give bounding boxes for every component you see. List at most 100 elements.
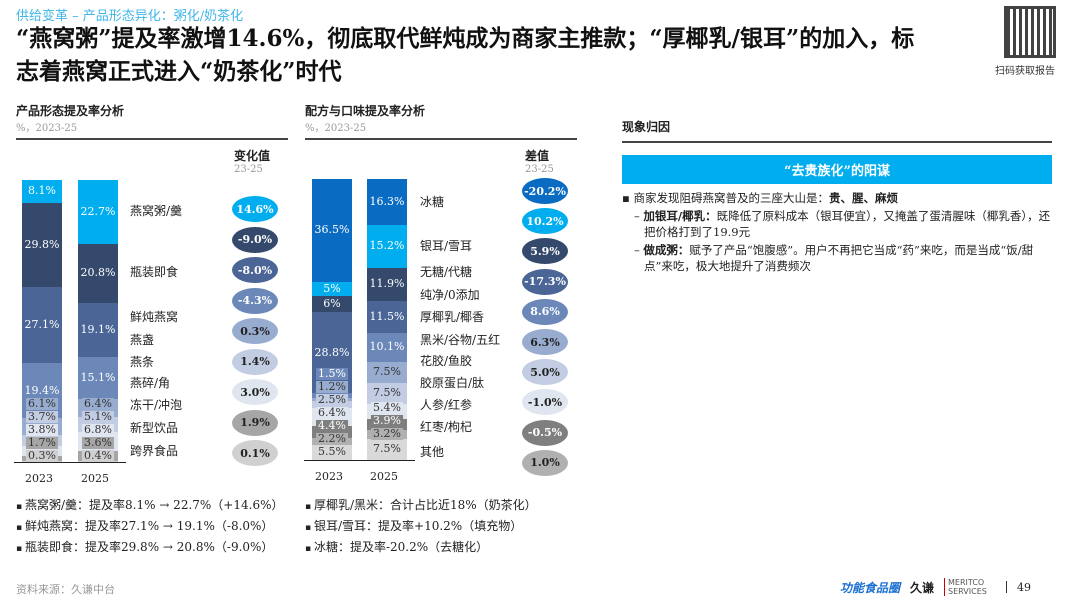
legend-label: 燕窝粥/羹 xyxy=(130,204,183,218)
diff-ellipse: 1.9% xyxy=(232,409,278,436)
legend-label: 厚椰乳/椰香 xyxy=(420,310,485,324)
baseline xyxy=(304,460,415,461)
note: 厚椰乳/黑米：合计占比近18%（奶茶化） xyxy=(305,496,537,517)
bar-value-label: 6.4% xyxy=(82,397,114,410)
diff-ellipse: 8.6% xyxy=(522,298,568,325)
chart-left-diff-sub: 23-25 xyxy=(234,164,263,175)
page-title: “燕窝粥”提及率激增14.6%，彻底取代鲜炖成为商家主推款；“厚椰乳/银耳”的加… xyxy=(16,25,915,85)
legend-label: 花胶/鱼胶 xyxy=(420,354,473,368)
footer: 功能食品圈 久谦 MERITCO SERVICES 49 xyxy=(840,578,1031,596)
finding-sub-text: 赋予了产品“饱腹感”。用户不再把它当成“药”来吃，而是当成“饭/甜点”来吃，极大… xyxy=(644,243,1034,273)
legend-label: 红枣/枸杞 xyxy=(420,420,473,434)
findings-banner: “去贵族化”的阳谋 xyxy=(622,155,1052,184)
notes-right: 厚椰乳/黑米：合计占比近18%（奶茶化） 银耳/雪耳：提及率+10.2%（填充物… xyxy=(305,496,537,559)
bar-value-label: 15.2% xyxy=(367,239,407,253)
bar-value-label: 7.5% xyxy=(371,442,403,456)
bar-value-label: 20.8% xyxy=(78,266,118,280)
diff-ellipse: -17.3% xyxy=(522,268,568,295)
diff-ellipse: -9.0% xyxy=(232,226,278,253)
diff-ellipse: -0.5% xyxy=(522,419,568,446)
bar-value-label: 19.4% xyxy=(22,383,62,397)
bar-value-label: 2.5% xyxy=(316,393,348,407)
diff-ellipse: -1.0% xyxy=(522,389,568,416)
breadcrumb: 供给变革 – 产品形态异化：粥化/奶茶化 xyxy=(16,9,244,24)
x-tick-label: 2025 xyxy=(370,470,398,483)
bar-value-label: 1.7% xyxy=(26,436,58,449)
bar-value-label: 7.5% xyxy=(371,386,403,400)
page-number: 49 xyxy=(1017,580,1032,594)
x-tick-label: 2025 xyxy=(81,472,109,485)
bar-value-label: 11.5% xyxy=(367,310,407,324)
divider xyxy=(305,138,577,140)
finding-sub: – 做成粥：赋予了产品“饱腹感”。用户不再把它当成“药”来吃，而是当成“饭/甜点… xyxy=(634,243,1034,273)
x-tick-label: 2023 xyxy=(315,470,343,483)
diff-ellipse: -8.0% xyxy=(232,257,278,283)
bar-value-label: 6% xyxy=(321,297,343,311)
chart-left-title: 产品形态提及率分析 xyxy=(16,104,125,118)
bar-value-label: 3.8% xyxy=(26,423,58,436)
logo-meritco: MERITCO SERVICES xyxy=(944,578,996,596)
bar-value-label: 19.1% xyxy=(78,322,118,336)
legend-label: 新型饮品 xyxy=(130,421,179,435)
chart-right-diff-sub: 23-25 xyxy=(525,164,554,175)
finding-sub-bold: 加银耳/椰乳： xyxy=(643,209,717,223)
bar-value-label: 5.1% xyxy=(82,410,114,423)
bar-value-label: 6.8% xyxy=(82,423,114,436)
note: 鲜炖燕窝：提及率27.1% → 19.1%（-8.0%） xyxy=(16,517,283,538)
bar-value-label: 16.3% xyxy=(367,194,407,208)
qr-label: 扫码获取报告 xyxy=(995,66,1055,77)
bar-value-label: 3.9% xyxy=(371,414,403,428)
bar-value-label: 36.5% xyxy=(312,223,352,237)
legend-label: 跨界食品 xyxy=(130,444,179,458)
bar-value-label: 5.5% xyxy=(316,445,348,459)
notes-left: 燕窝粥/羹：提及率8.1% → 22.7%（+14.6%） 鲜炖燕窝：提及率27… xyxy=(16,496,284,559)
bar-value-label: 29.8% xyxy=(22,237,62,251)
diff-ellipse: 5.0% xyxy=(522,359,568,386)
bar-value-label: 3.2% xyxy=(371,427,403,441)
bar-value-label: 28.8% xyxy=(312,345,352,359)
diff-ellipse: 0.1% xyxy=(232,440,278,466)
findings-panel: 现象归因 “去贵族化”的阳谋 ▪ 商家发现阻碍燕窝普及的三座大山是：贵、腥、麻烦… xyxy=(622,118,1052,274)
legend-label: 冻干/冲泡 xyxy=(130,398,183,412)
legend-label: 无糖/代糖 xyxy=(420,265,473,279)
note: 银耳/雪耳：提及率+10.2%（填充物） xyxy=(305,517,537,538)
baseline xyxy=(14,462,126,463)
legend-label: 冰糖 xyxy=(420,195,445,209)
bar-value-label: 10.1% xyxy=(367,340,407,354)
chart-right-header: 配方与口味提及率分析 %，2023-25 xyxy=(305,102,577,140)
divider xyxy=(1006,581,1008,593)
logo-jiuqian: 久谦 xyxy=(910,580,935,595)
logo-functional-food: 功能食品圈 xyxy=(840,580,901,595)
bar-value-label: 1.5% xyxy=(316,367,348,381)
qr-code xyxy=(1004,6,1056,58)
diff-ellipse: 3.0% xyxy=(232,379,278,405)
finding-point: ▪ 商家发现阻碍燕窝普及的三座大山是：贵、腥、麻烦 xyxy=(622,191,898,205)
legend-label: 胶原蛋白/肽 xyxy=(420,376,485,390)
divider xyxy=(622,141,1052,143)
legend-label: 人参/红参 xyxy=(420,398,473,412)
findings-title: 现象归因 xyxy=(622,120,671,134)
legend-label: 其他 xyxy=(420,445,445,459)
bar-value-label: 3.6% xyxy=(82,436,114,449)
bar-value-label: 3.7% xyxy=(26,410,58,423)
chart-left-diff-header: 变化值 xyxy=(234,149,271,163)
bar-value-label: 5.4% xyxy=(371,401,403,415)
finding-sub: – 加银耳/椰乳：既降低了原料成本（银耳便宜），又掩盖了蛋清腥味（椰乳香），还把… xyxy=(634,209,1051,239)
bar-value-label: 6.1% xyxy=(26,397,58,410)
finding-sub-bold: 做成粥： xyxy=(643,243,690,257)
bar-value-label: 2.2% xyxy=(316,432,348,446)
legend-label: 燕盏 xyxy=(130,333,155,347)
diff-ellipse: 1.0% xyxy=(522,449,568,476)
chart-left-header: 产品形态提及率分析 %，2023-25 xyxy=(16,102,288,140)
note: 冰糖：提及率-20.2%（去糖化） xyxy=(305,538,537,559)
chart-right-diff-header: 差值 xyxy=(525,149,550,163)
note: 瓶装即食：提及率29.8% → 20.8%（-9.0%） xyxy=(16,538,283,559)
bar-value-label: 5% xyxy=(321,281,343,295)
legend-label: 燕碎/角 xyxy=(130,376,171,390)
bar-value-label: 1.2% xyxy=(316,380,348,394)
diff-ellipse: 14.6% xyxy=(232,196,278,222)
diff-ellipse: -4.3% xyxy=(232,287,278,314)
diff-ellipse: 5.9% xyxy=(522,238,568,265)
finding-sub-text: 既降低了原料成本（银耳便宜），又掩盖了蛋清腥味（椰乳香），还把价格打到了19.9… xyxy=(644,209,1051,239)
diff-ellipse: 1.4% xyxy=(232,348,278,375)
